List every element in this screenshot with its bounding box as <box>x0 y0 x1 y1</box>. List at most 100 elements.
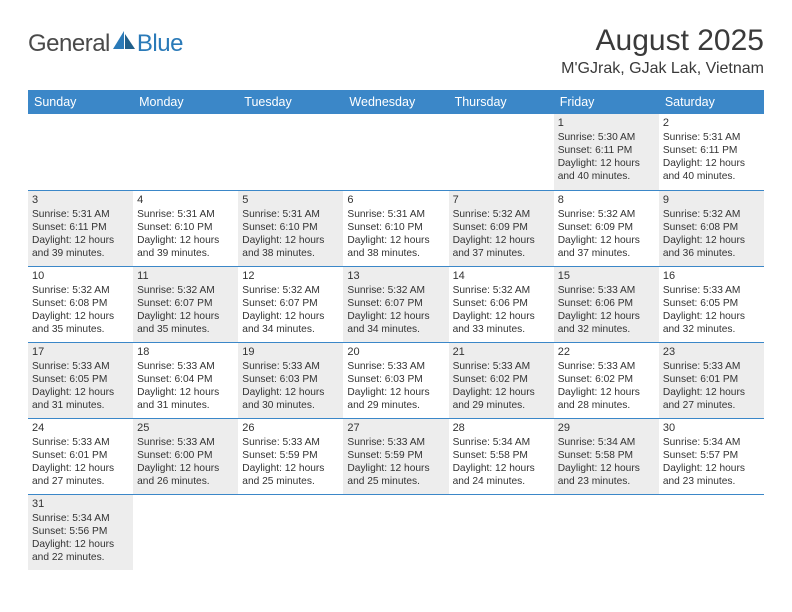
day-number: 23 <box>663 345 760 359</box>
calendar-cell: 12Sunrise: 5:32 AMSunset: 6:07 PMDayligh… <box>238 266 343 342</box>
calendar-row: 17Sunrise: 5:33 AMSunset: 6:05 PMDayligh… <box>28 342 764 418</box>
day-header: Monday <box>133 90 238 114</box>
day2-text: and 31 minutes. <box>137 399 234 412</box>
sunset-text: Sunset: 6:08 PM <box>32 297 129 310</box>
sunrise-text: Sunrise: 5:32 AM <box>453 284 550 297</box>
sunset-text: Sunset: 6:00 PM <box>137 449 234 462</box>
calendar-cell: 29Sunrise: 5:34 AMSunset: 5:58 PMDayligh… <box>554 418 659 494</box>
day2-text: and 31 minutes. <box>32 399 129 412</box>
sunset-text: Sunset: 5:59 PM <box>242 449 339 462</box>
calendar-body: 1Sunrise: 5:30 AMSunset: 6:11 PMDaylight… <box>28 114 764 570</box>
calendar-cell: 1Sunrise: 5:30 AMSunset: 6:11 PMDaylight… <box>554 114 659 190</box>
calendar-row: 24Sunrise: 5:33 AMSunset: 6:01 PMDayligh… <box>28 418 764 494</box>
sunset-text: Sunset: 6:03 PM <box>347 373 444 386</box>
sunrise-text: Sunrise: 5:33 AM <box>347 436 444 449</box>
logo: General Blue <box>28 24 183 58</box>
calendar-cell: 22Sunrise: 5:33 AMSunset: 6:02 PMDayligh… <box>554 342 659 418</box>
calendar-cell: 27Sunrise: 5:33 AMSunset: 5:59 PMDayligh… <box>343 418 448 494</box>
day1-text: Daylight: 12 hours <box>663 386 760 399</box>
day-number: 10 <box>32 269 129 283</box>
calendar-cell: 11Sunrise: 5:32 AMSunset: 6:07 PMDayligh… <box>133 266 238 342</box>
day2-text: and 27 minutes. <box>663 399 760 412</box>
day1-text: Daylight: 12 hours <box>347 462 444 475</box>
day-number: 5 <box>242 193 339 207</box>
calendar-cell: 10Sunrise: 5:32 AMSunset: 6:08 PMDayligh… <box>28 266 133 342</box>
day-number: 15 <box>558 269 655 283</box>
calendar-cell: 19Sunrise: 5:33 AMSunset: 6:03 PMDayligh… <box>238 342 343 418</box>
calendar-cell <box>133 114 238 190</box>
sunrise-text: Sunrise: 5:33 AM <box>558 284 655 297</box>
sunrise-text: Sunrise: 5:34 AM <box>32 512 129 525</box>
day-number: 21 <box>453 345 550 359</box>
calendar-cell <box>238 114 343 190</box>
day-number: 29 <box>558 421 655 435</box>
day-number: 31 <box>32 497 129 511</box>
day2-text: and 35 minutes. <box>137 323 234 336</box>
day1-text: Daylight: 12 hours <box>558 310 655 323</box>
calendar-cell: 26Sunrise: 5:33 AMSunset: 5:59 PMDayligh… <box>238 418 343 494</box>
day2-text: and 24 minutes. <box>453 475 550 488</box>
day-number: 20 <box>347 345 444 359</box>
day1-text: Daylight: 12 hours <box>347 310 444 323</box>
calendar-cell: 8Sunrise: 5:32 AMSunset: 6:09 PMDaylight… <box>554 190 659 266</box>
day1-text: Daylight: 12 hours <box>242 234 339 247</box>
day1-text: Daylight: 12 hours <box>32 310 129 323</box>
day1-text: Daylight: 12 hours <box>242 462 339 475</box>
calendar-cell <box>133 494 238 570</box>
sunrise-text: Sunrise: 5:34 AM <box>453 436 550 449</box>
day-number: 30 <box>663 421 760 435</box>
calendar-row: 1Sunrise: 5:30 AMSunset: 6:11 PMDaylight… <box>28 114 764 190</box>
day-number: 19 <box>242 345 339 359</box>
sunset-text: Sunset: 6:09 PM <box>453 221 550 234</box>
calendar-cell <box>238 494 343 570</box>
day1-text: Daylight: 12 hours <box>137 310 234 323</box>
day1-text: Daylight: 12 hours <box>347 234 444 247</box>
calendar-cell: 31Sunrise: 5:34 AMSunset: 5:56 PMDayligh… <box>28 494 133 570</box>
sunrise-text: Sunrise: 5:32 AM <box>137 284 234 297</box>
calendar-cell <box>659 494 764 570</box>
calendar-cell: 5Sunrise: 5:31 AMSunset: 6:10 PMDaylight… <box>238 190 343 266</box>
header: General Blue August 2025 M'GJrak, GJak L… <box>28 24 764 78</box>
day1-text: Daylight: 12 hours <box>32 462 129 475</box>
sunset-text: Sunset: 6:07 PM <box>137 297 234 310</box>
day-number: 11 <box>137 269 234 283</box>
day1-text: Daylight: 12 hours <box>453 386 550 399</box>
sunrise-text: Sunrise: 5:33 AM <box>137 360 234 373</box>
sunrise-text: Sunrise: 5:33 AM <box>32 360 129 373</box>
sunset-text: Sunset: 5:58 PM <box>453 449 550 462</box>
day1-text: Daylight: 12 hours <box>558 157 655 170</box>
sunset-text: Sunset: 6:09 PM <box>558 221 655 234</box>
day2-text: and 30 minutes. <box>242 399 339 412</box>
calendar-cell <box>449 494 554 570</box>
day1-text: Daylight: 12 hours <box>32 234 129 247</box>
day-number: 28 <box>453 421 550 435</box>
calendar-cell: 21Sunrise: 5:33 AMSunset: 6:02 PMDayligh… <box>449 342 554 418</box>
sunset-text: Sunset: 6:05 PM <box>663 297 760 310</box>
day2-text: and 38 minutes. <box>242 247 339 260</box>
day2-text: and 23 minutes. <box>558 475 655 488</box>
day-number: 1 <box>558 116 655 130</box>
calendar-table: Sunday Monday Tuesday Wednesday Thursday… <box>28 90 764 570</box>
day2-text: and 29 minutes. <box>453 399 550 412</box>
day-number: 4 <box>137 193 234 207</box>
day2-text: and 25 minutes. <box>242 475 339 488</box>
sunset-text: Sunset: 6:05 PM <box>32 373 129 386</box>
sunset-text: Sunset: 6:07 PM <box>242 297 339 310</box>
sunrise-text: Sunrise: 5:31 AM <box>32 208 129 221</box>
sunrise-text: Sunrise: 5:33 AM <box>242 360 339 373</box>
day2-text: and 40 minutes. <box>663 170 760 183</box>
day-number: 7 <box>453 193 550 207</box>
day2-text: and 39 minutes. <box>32 247 129 260</box>
sunrise-text: Sunrise: 5:34 AM <box>558 436 655 449</box>
logo-text-dark: General <box>28 30 110 58</box>
sunrise-text: Sunrise: 5:31 AM <box>663 131 760 144</box>
sunrise-text: Sunrise: 5:33 AM <box>663 360 760 373</box>
sunset-text: Sunset: 6:03 PM <box>242 373 339 386</box>
calendar-cell <box>343 114 448 190</box>
day-number: 13 <box>347 269 444 283</box>
day-number: 24 <box>32 421 129 435</box>
day-number: 3 <box>32 193 129 207</box>
day2-text: and 28 minutes. <box>558 399 655 412</box>
day2-text: and 34 minutes. <box>347 323 444 336</box>
sunset-text: Sunset: 6:04 PM <box>137 373 234 386</box>
